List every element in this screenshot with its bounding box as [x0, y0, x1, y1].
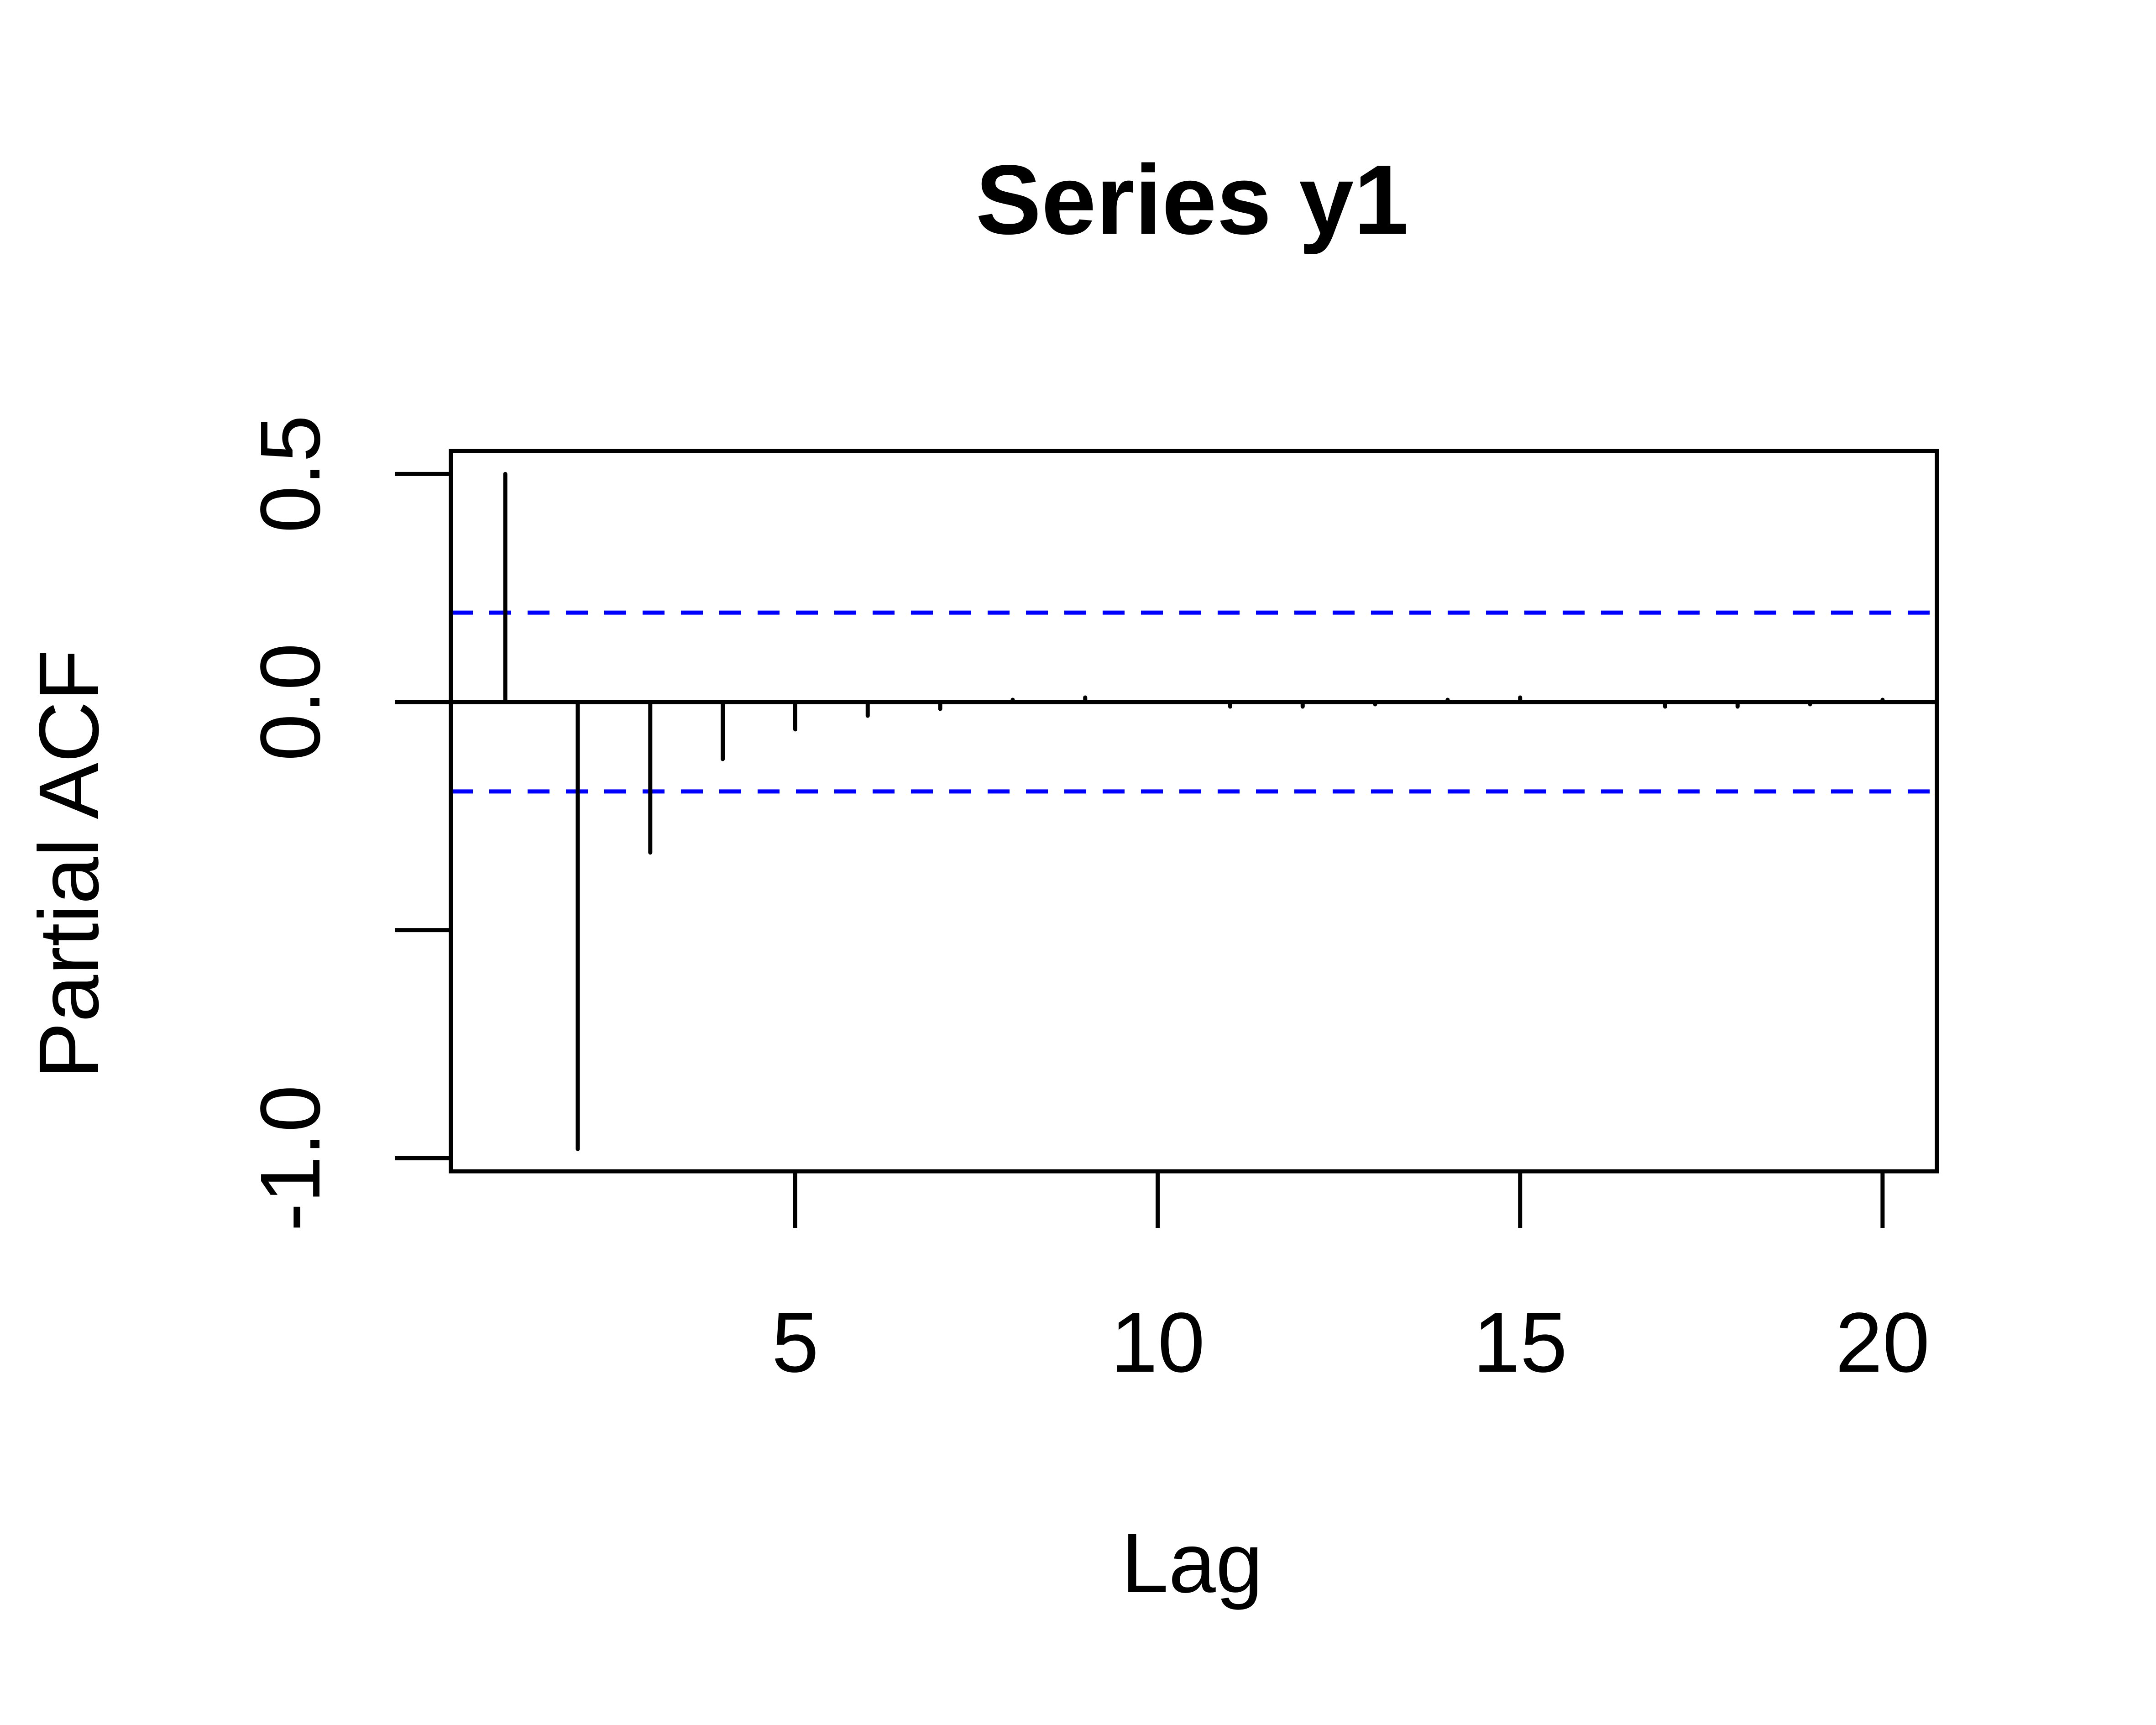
y-tick-label-3: 0.5 — [243, 415, 338, 533]
chart-title: Series y1 — [976, 144, 1409, 255]
y-tick-label-0: -1.0 — [243, 1085, 338, 1232]
x-tick-label-15: 15 — [1473, 1295, 1567, 1390]
x-axis-title: Lag — [1121, 1516, 1263, 1610]
x-tick-label-5: 5 — [772, 1295, 819, 1390]
plot-area: 5 10 15 20 -1.0 0.0 0.5 — [243, 415, 1939, 1390]
x-tick-label-10: 10 — [1110, 1295, 1205, 1390]
x-tick-label-20: 20 — [1835, 1295, 1930, 1390]
y-axis-title: Partial ACF — [22, 650, 116, 1079]
y-tick-label-2: 0.0 — [243, 643, 338, 761]
plot-frame — [449, 449, 1939, 1174]
